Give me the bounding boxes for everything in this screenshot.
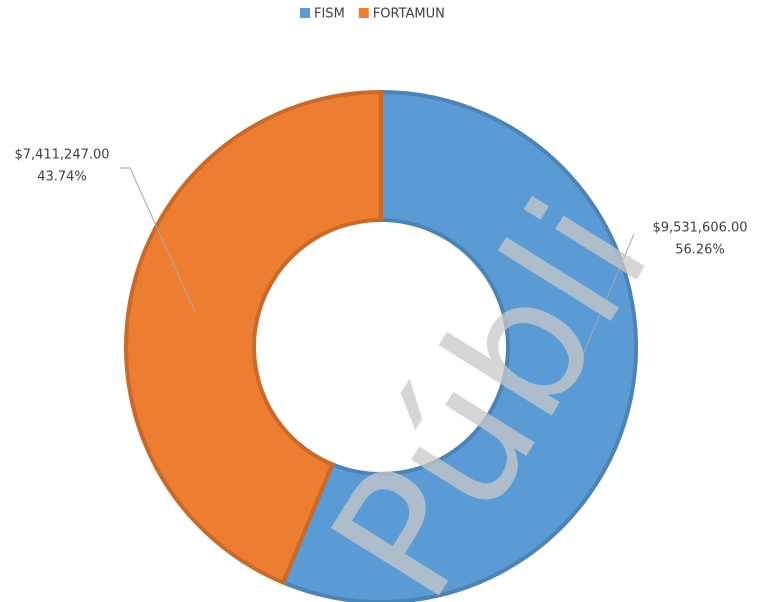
donut-slice	[124, 89, 383, 586]
leader-line	[569, 233, 635, 386]
legend-label: FORTAMUN	[373, 7, 445, 22]
percent-label: 43.74%	[37, 170, 87, 185]
leader-line	[120, 167, 196, 313]
percent-label: 56.26%	[675, 243, 725, 258]
legend-label: FISM	[314, 7, 345, 22]
data-label: $7,411,247.00	[14, 148, 109, 163]
legend-swatch	[300, 8, 310, 18]
legend-swatch	[358, 8, 369, 18]
data-label: $9,531,606.00	[652, 221, 747, 236]
